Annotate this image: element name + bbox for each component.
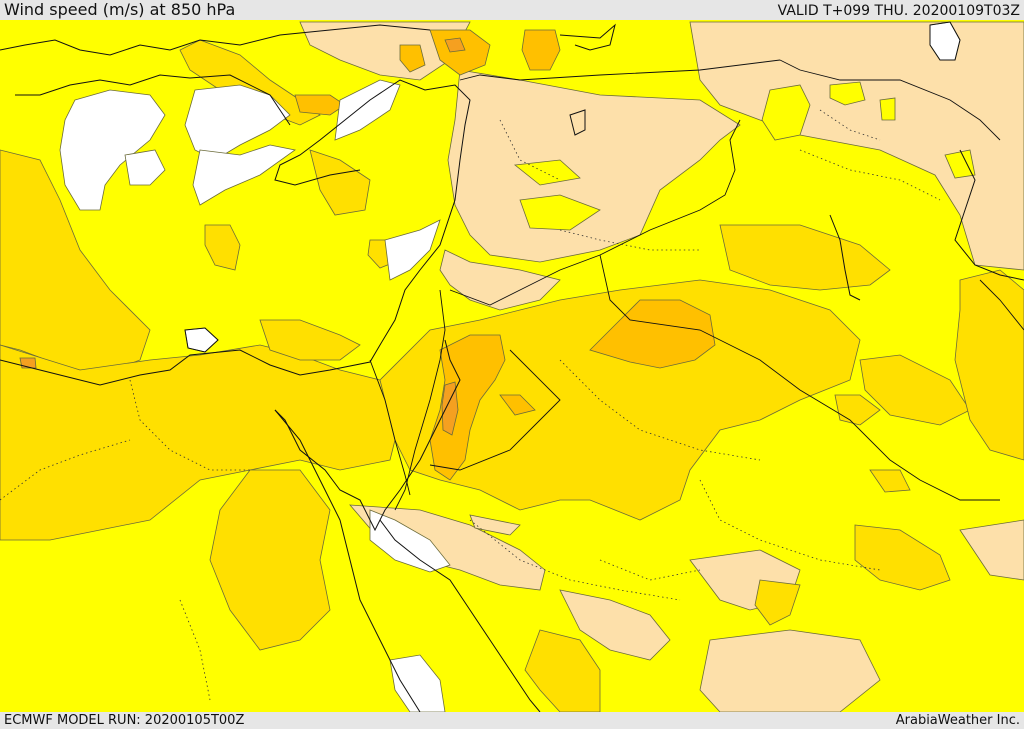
wind-speed-map bbox=[0, 20, 1024, 712]
region-boundaries bbox=[0, 109, 941, 701]
valid-time-label: VALID T+099 THU. 20200109T03Z bbox=[777, 3, 1020, 19]
model-run-label: ECMWF MODEL RUN: 20200105T00Z bbox=[4, 713, 245, 728]
footer-bar: ECMWF MODEL RUN: 20200105T00Z ArabiaWeat… bbox=[0, 712, 1024, 729]
header-bar: Wind speed (m/s) at 850 hPa VALID T+099 … bbox=[0, 0, 1024, 20]
country-borders bbox=[369, 59, 1024, 511]
orange-zones bbox=[294, 29, 716, 481]
tan-zones bbox=[299, 21, 1024, 712]
map-title: Wind speed (m/s) at 850 hPa bbox=[4, 0, 236, 19]
calm-zones bbox=[59, 21, 961, 712]
coastlines bbox=[0, 21, 1024, 712]
map-canvas bbox=[0, 20, 1024, 712]
yellow-patches bbox=[513, 81, 976, 231]
credit-label: ArabiaWeather Inc. bbox=[895, 713, 1020, 728]
